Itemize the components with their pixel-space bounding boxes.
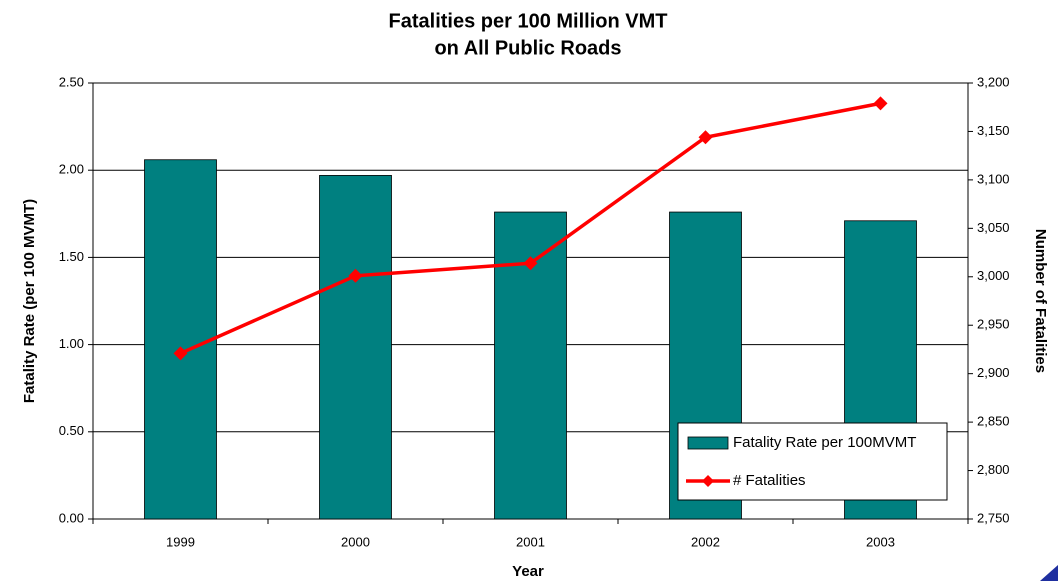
line-marker (698, 130, 713, 145)
x-tick-label: 2001 (516, 534, 545, 549)
legend-box (677, 422, 948, 501)
y2-tick-label: 3,200 (977, 74, 1010, 89)
y2-tick-label: 2,800 (977, 462, 1010, 477)
legend-label: Fatality Rate per 100MVMT (733, 434, 916, 451)
y2-axis-title: Number of Fatalities (1032, 229, 1049, 373)
x-axis-title: Year (512, 563, 544, 580)
x-tick-label: 2003 (866, 534, 895, 549)
line-marker (523, 256, 538, 271)
y-tick-label: 2.50 (59, 74, 84, 89)
bar (144, 159, 217, 520)
corner-decoration (1040, 565, 1058, 581)
y-tick-label: 0.00 (59, 510, 84, 525)
y-tick-label: 2.00 (59, 162, 84, 177)
line-marker (873, 96, 888, 111)
x-tick-label: 1999 (166, 534, 195, 549)
bar (319, 175, 392, 520)
y2-tick-label: 2,850 (977, 414, 1010, 429)
y2-tick-label: 3,150 (977, 123, 1010, 138)
y2-tick-label: 2,900 (977, 365, 1010, 380)
y2-tick-label: 3,100 (977, 171, 1010, 186)
y-tick-label: 0.50 (59, 423, 84, 438)
y-tick-label: 1.00 (59, 336, 84, 351)
line-marker (173, 346, 188, 361)
y-axis-title: Fatality Rate (per 100 MVMT) (21, 199, 38, 403)
y2-tick-label: 3,050 (977, 220, 1010, 235)
legend-swatch (687, 436, 729, 450)
y2-tick-label: 3,000 (977, 268, 1010, 283)
x-tick-label: 2000 (341, 534, 370, 549)
legend-swatch (702, 475, 714, 487)
y-tick-label: 1.50 (59, 249, 84, 264)
chart-title: Fatalities per 100 Million VMT (389, 10, 668, 32)
line-marker (348, 268, 363, 283)
y2-tick-label: 2,950 (977, 317, 1010, 332)
chart-title: on All Public Roads (434, 37, 621, 59)
legend-label: # Fatalities (733, 472, 806, 489)
x-tick-label: 2002 (691, 534, 720, 549)
y2-tick-label: 2,750 (977, 510, 1010, 525)
